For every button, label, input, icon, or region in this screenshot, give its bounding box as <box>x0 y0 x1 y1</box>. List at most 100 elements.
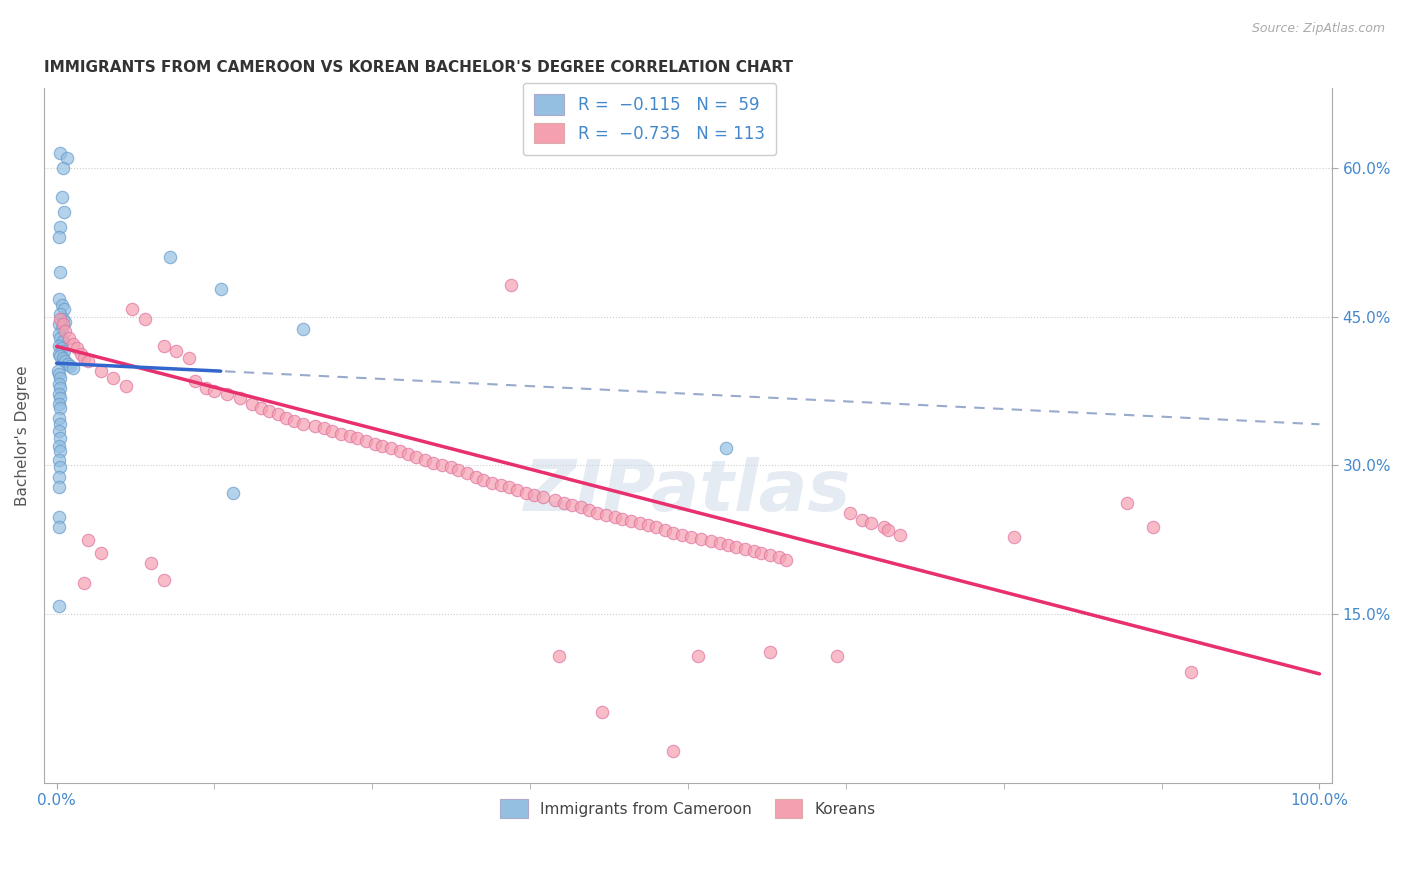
Point <box>166 344 188 359</box>
Point <box>506 483 529 498</box>
Point <box>346 431 368 445</box>
Point <box>49 443 72 458</box>
Point <box>768 549 790 564</box>
Point <box>103 371 125 385</box>
Point <box>561 498 583 512</box>
Text: IMMIGRANTS FROM CAMEROON VS KOREAN BACHELOR'S DEGREE CORRELATION CHART: IMMIGRANTS FROM CAMEROON VS KOREAN BACHE… <box>44 60 793 75</box>
Point <box>209 282 232 296</box>
Point <box>603 510 626 524</box>
Point <box>53 301 76 316</box>
Point <box>717 538 740 552</box>
Point <box>48 510 70 524</box>
Point <box>48 327 70 342</box>
Point <box>48 599 70 614</box>
Point <box>222 486 245 500</box>
Point <box>430 458 453 473</box>
Point <box>202 384 225 398</box>
Point <box>1116 496 1139 510</box>
Point <box>215 387 238 401</box>
Point <box>73 575 96 590</box>
Point <box>257 404 280 418</box>
Point <box>544 493 567 508</box>
Point <box>531 490 554 504</box>
Point <box>709 536 731 550</box>
Point <box>141 556 163 570</box>
Point <box>52 311 75 326</box>
Point <box>184 374 207 388</box>
Point <box>876 523 898 537</box>
Point <box>1180 665 1202 679</box>
Point <box>77 354 100 368</box>
Point <box>49 311 72 326</box>
Point <box>179 351 201 366</box>
Point <box>134 311 156 326</box>
Point <box>620 514 643 528</box>
Point <box>49 371 72 385</box>
Point <box>51 341 73 355</box>
Point <box>825 648 848 663</box>
Point <box>688 648 710 663</box>
Point <box>48 367 70 381</box>
Point <box>240 397 263 411</box>
Point <box>291 417 314 431</box>
Point <box>612 512 634 526</box>
Point <box>714 441 737 455</box>
Point <box>889 528 911 542</box>
Point <box>49 265 72 279</box>
Point <box>679 530 702 544</box>
Point <box>49 391 72 405</box>
Point <box>48 410 70 425</box>
Point <box>851 513 873 527</box>
Point <box>48 387 70 401</box>
Point <box>51 321 73 335</box>
Point <box>56 357 79 371</box>
Point <box>49 401 72 415</box>
Point <box>749 546 772 560</box>
Point <box>759 548 782 562</box>
Point <box>276 410 298 425</box>
Point <box>354 434 377 448</box>
Point <box>283 414 305 428</box>
Y-axis label: Bachelor's Degree: Bachelor's Degree <box>15 366 30 506</box>
Point <box>228 391 250 405</box>
Point <box>759 645 782 659</box>
Point <box>51 298 73 312</box>
Point <box>304 418 326 433</box>
Point <box>49 220 72 235</box>
Point <box>314 420 336 434</box>
Point <box>775 552 797 566</box>
Point <box>662 744 685 758</box>
Point <box>396 446 419 460</box>
Point <box>49 331 72 345</box>
Point <box>53 354 76 368</box>
Point <box>662 525 685 540</box>
Point <box>48 470 70 484</box>
Point <box>472 473 495 487</box>
Point <box>742 543 765 558</box>
Point <box>48 397 70 411</box>
Point <box>53 344 76 359</box>
Point <box>69 347 91 361</box>
Point <box>48 230 70 244</box>
Point <box>464 470 486 484</box>
Point <box>194 381 217 395</box>
Point <box>66 341 89 355</box>
Point <box>860 516 883 530</box>
Point <box>58 331 80 345</box>
Point <box>671 528 693 542</box>
Point <box>46 364 69 378</box>
Text: ZIPatlas: ZIPatlas <box>524 457 852 525</box>
Point <box>49 349 72 363</box>
Point <box>364 436 387 450</box>
Point <box>329 426 352 441</box>
Point <box>62 361 84 376</box>
Point <box>52 318 75 332</box>
Point <box>553 496 575 510</box>
Point <box>498 480 520 494</box>
Point <box>489 478 512 492</box>
Point <box>48 424 70 438</box>
Point <box>52 161 75 175</box>
Point <box>250 401 273 415</box>
Point <box>447 463 470 477</box>
Point <box>339 428 361 442</box>
